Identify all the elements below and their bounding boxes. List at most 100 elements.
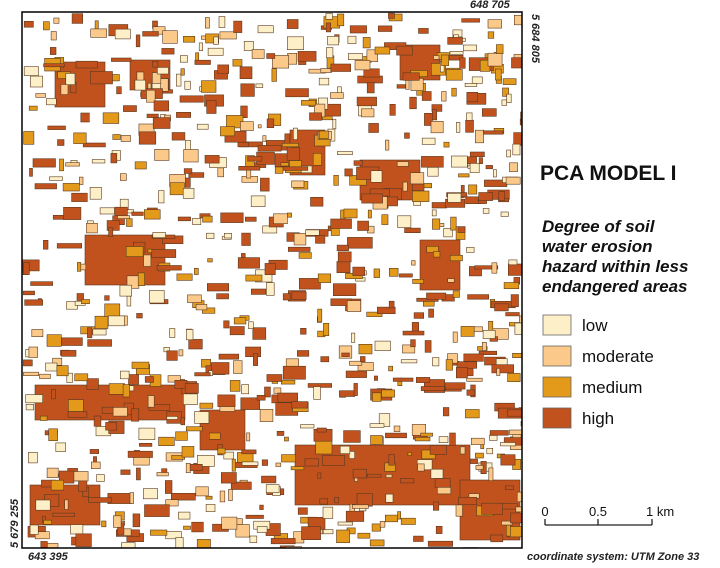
patch bbox=[501, 99, 507, 106]
patch bbox=[280, 162, 289, 167]
patch bbox=[183, 168, 193, 174]
patch bbox=[500, 442, 516, 447]
patch bbox=[474, 265, 499, 270]
patch bbox=[256, 394, 266, 401]
patch bbox=[112, 407, 128, 417]
patch bbox=[358, 343, 373, 355]
patch bbox=[301, 100, 316, 106]
patch bbox=[194, 267, 199, 275]
patch bbox=[219, 490, 226, 503]
patch bbox=[325, 22, 332, 33]
patch bbox=[156, 472, 169, 477]
patch bbox=[147, 395, 155, 408]
patch bbox=[475, 464, 484, 470]
patch bbox=[282, 365, 306, 380]
patch bbox=[180, 55, 188, 63]
patch bbox=[180, 68, 185, 76]
patch bbox=[377, 25, 393, 32]
patch bbox=[488, 467, 494, 481]
patch bbox=[506, 149, 511, 158]
patch bbox=[291, 291, 307, 300]
patch bbox=[135, 34, 141, 48]
patch bbox=[316, 427, 327, 433]
patch bbox=[356, 96, 377, 107]
patch bbox=[245, 514, 264, 519]
patch bbox=[169, 182, 185, 196]
patch bbox=[160, 78, 169, 92]
patch bbox=[262, 135, 267, 142]
patch bbox=[249, 535, 258, 543]
patch bbox=[322, 529, 334, 535]
patch bbox=[43, 21, 50, 31]
patch bbox=[361, 193, 383, 204]
patch bbox=[388, 267, 399, 277]
patch bbox=[206, 232, 215, 239]
patch bbox=[319, 498, 328, 505]
patch bbox=[463, 44, 477, 52]
patch bbox=[224, 233, 232, 239]
patch bbox=[336, 244, 349, 252]
patch bbox=[165, 480, 173, 494]
patch bbox=[177, 216, 191, 222]
patch bbox=[346, 300, 362, 312]
patch bbox=[218, 16, 226, 28]
patch bbox=[56, 365, 69, 377]
patch bbox=[317, 273, 332, 283]
patch bbox=[87, 327, 93, 339]
patch bbox=[452, 290, 460, 298]
patch bbox=[466, 112, 473, 121]
patch bbox=[246, 432, 251, 442]
patch bbox=[120, 173, 127, 181]
patch bbox=[456, 122, 461, 133]
patch bbox=[489, 430, 509, 436]
patch bbox=[23, 290, 35, 296]
patch bbox=[286, 212, 292, 218]
patch bbox=[171, 132, 186, 141]
patch bbox=[120, 135, 131, 142]
patch bbox=[75, 533, 92, 547]
patch bbox=[483, 130, 504, 135]
patch bbox=[415, 377, 431, 383]
patch bbox=[167, 375, 181, 383]
patch bbox=[496, 44, 504, 54]
patch bbox=[139, 442, 153, 447]
patch bbox=[35, 499, 51, 511]
patch bbox=[487, 52, 503, 67]
patch bbox=[296, 350, 310, 357]
patch bbox=[233, 360, 243, 374]
patch bbox=[93, 415, 102, 427]
patch bbox=[369, 423, 385, 428]
patch bbox=[339, 390, 356, 397]
patch bbox=[158, 190, 165, 204]
patch bbox=[458, 496, 477, 505]
patch bbox=[57, 139, 65, 146]
patch bbox=[343, 208, 358, 219]
patch bbox=[152, 232, 166, 238]
patch bbox=[259, 504, 264, 510]
patch bbox=[56, 243, 83, 249]
patch bbox=[373, 375, 378, 381]
patch bbox=[144, 209, 161, 220]
patch bbox=[195, 486, 209, 497]
patch bbox=[60, 84, 69, 95]
patch bbox=[313, 386, 321, 400]
patch bbox=[147, 248, 153, 254]
patch bbox=[432, 357, 440, 367]
patch bbox=[183, 35, 196, 43]
patch bbox=[171, 492, 196, 501]
patch bbox=[450, 216, 457, 231]
patch bbox=[507, 263, 522, 276]
patch bbox=[273, 213, 288, 225]
patch bbox=[266, 118, 275, 129]
patch bbox=[23, 262, 30, 275]
patch bbox=[506, 409, 522, 417]
patch bbox=[473, 326, 483, 332]
patch bbox=[281, 143, 299, 148]
patch bbox=[131, 361, 150, 369]
patch bbox=[120, 370, 130, 380]
patch bbox=[309, 112, 322, 121]
patch bbox=[91, 159, 106, 164]
patch bbox=[232, 59, 243, 67]
patch bbox=[291, 401, 308, 409]
patch bbox=[261, 475, 277, 484]
